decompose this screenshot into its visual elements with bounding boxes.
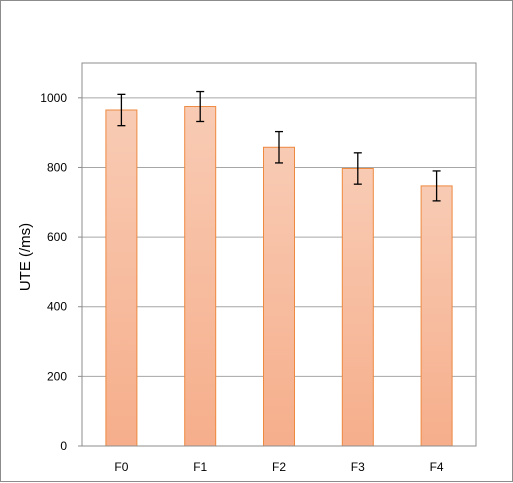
bar [184,106,217,447]
y-tick-label: 0 [60,439,67,453]
x-tick-label: F4 [430,460,444,474]
x-tick-label: F3 [351,460,365,474]
error-bar [353,152,362,185]
error-bar [432,170,441,202]
error-bars [117,90,441,202]
y-tick-label: 400 [47,300,67,314]
y-tick-label: 1000 [40,91,67,105]
x-tick-label: F0 [114,460,128,474]
x-tick-label: F1 [193,460,207,474]
y-tick-label: 200 [47,369,67,383]
bar [341,167,374,447]
axes [81,63,476,447]
error-bar [196,90,205,123]
error-bar [117,93,126,127]
y-tick-labels: 0 200 400 600 800 1000 [40,91,67,453]
y-tick-label: 800 [47,160,67,174]
bar [263,146,295,447]
y-axis-title: UTE (/ms) [17,223,34,291]
bar [105,109,138,447]
bar [420,185,453,447]
y-tick-label: 600 [47,230,67,244]
bars [105,106,453,447]
error-bar [275,130,283,164]
x-tick-label: F2 [272,460,286,474]
x-tick-labels: F0 F1 F2 F3 F4 [114,460,444,474]
